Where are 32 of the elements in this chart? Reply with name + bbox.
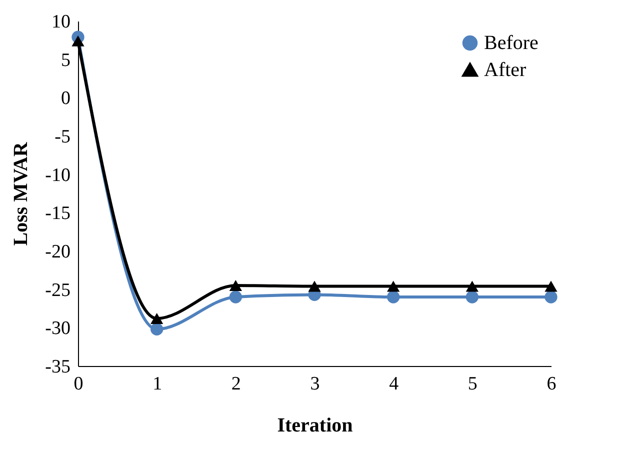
point [544, 290, 558, 304]
point [544, 280, 558, 292]
x-axis-title: Iteration [277, 414, 353, 436]
y-tick-label: 5 [61, 50, 70, 71]
y-tick-label: -5 [54, 126, 70, 148]
y-tick-label: -15 [45, 203, 70, 224]
y-tick-label: -10 [45, 164, 70, 186]
point [229, 290, 242, 304]
x-tick-label: 3 [310, 374, 320, 394]
x-tick-label: 1 [152, 374, 162, 394]
point [229, 280, 242, 291]
y-tick-label: 10 [52, 12, 70, 32]
x-tick-label: 2 [231, 374, 241, 394]
point [150, 312, 164, 324]
point [72, 35, 84, 46]
x-tick-label: 6 [546, 374, 556, 394]
y-tick-label: -35 [45, 356, 70, 378]
legend-label: Before [484, 32, 539, 54]
point [387, 290, 400, 304]
y-axis-title: Loss MVAR [10, 142, 32, 246]
y-tick-label: -30 [45, 318, 70, 340]
point [466, 290, 478, 304]
y-tick-label: -20 [45, 242, 70, 262]
y-tick-label: -25 [45, 280, 70, 301]
point [466, 280, 478, 292]
y-tick-label: 0 [61, 88, 70, 110]
legend-label: After [484, 59, 527, 81]
point [387, 280, 400, 292]
x-tick-label: 5 [468, 374, 478, 394]
x-tick-label: 4 [389, 374, 400, 394]
point [308, 280, 321, 292]
point [150, 322, 164, 336]
